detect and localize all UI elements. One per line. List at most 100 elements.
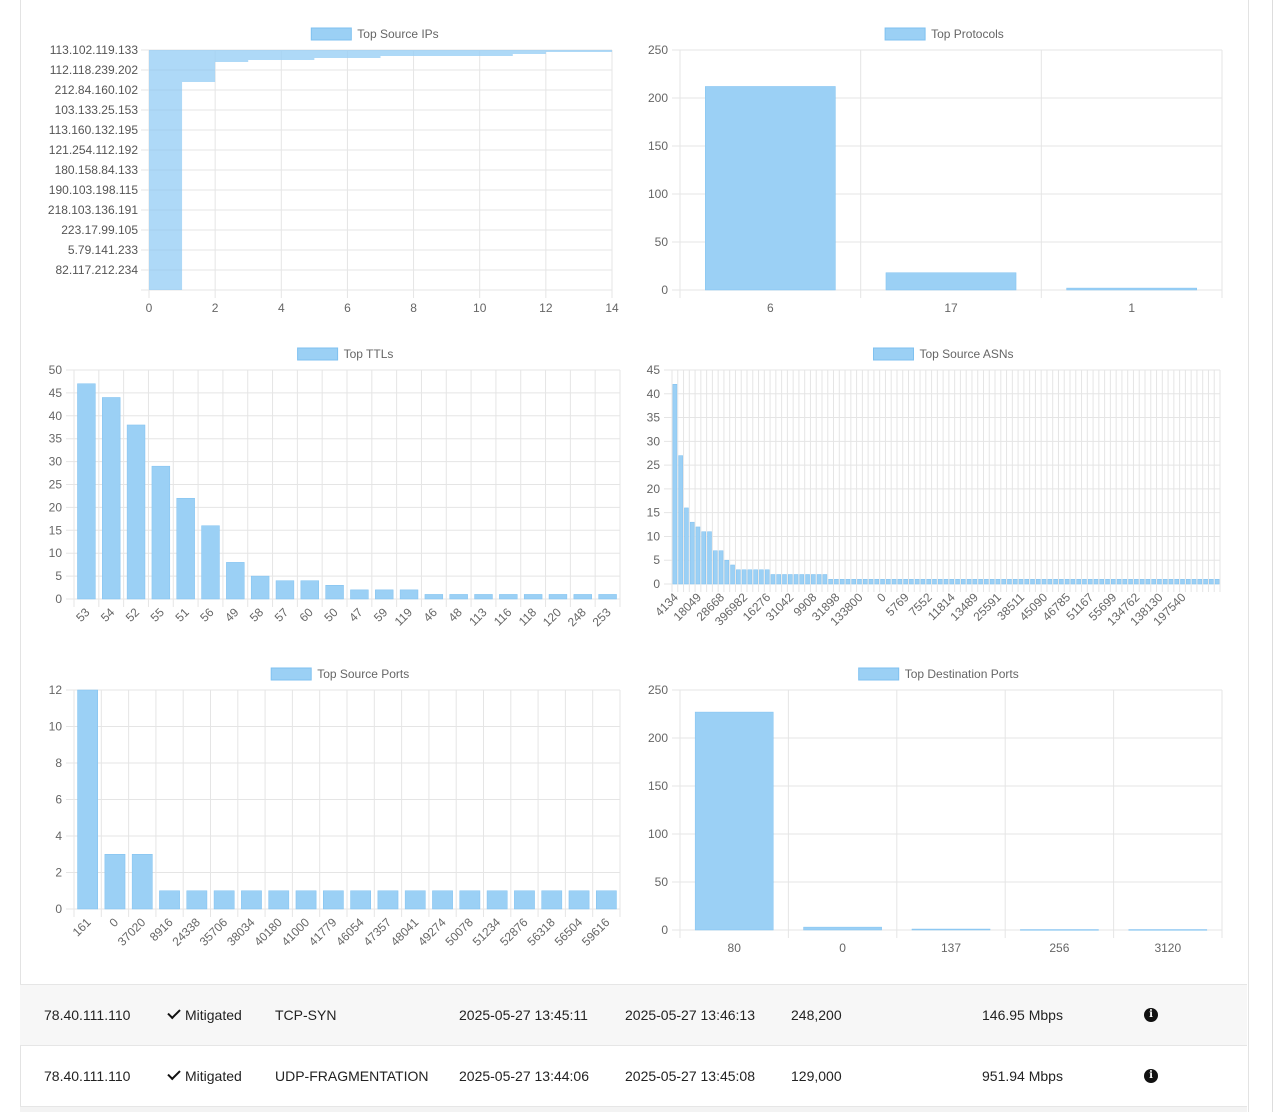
bar <box>759 569 764 585</box>
attack-row[interactable]: 78.40.111.110 Mitigated UDP-FRAGMENTATIO… <box>20 1045 1247 1106</box>
bar <box>1012 578 1018 585</box>
bar <box>377 890 399 910</box>
bar <box>880 578 885 585</box>
bar <box>149 52 546 54</box>
info-icon[interactable]: i <box>1144 1008 1158 1022</box>
bar <box>149 130 183 132</box>
bar <box>1157 578 1162 585</box>
y-tick-label: 45 <box>647 363 661 377</box>
bar <box>541 890 563 910</box>
info-icon[interactable]: i <box>1144 1069 1158 1083</box>
bar <box>295 890 317 910</box>
bar <box>149 276 183 278</box>
x-tick-label: 14 <box>605 301 619 315</box>
y-tick-label: 8 <box>55 756 62 770</box>
bar <box>920 578 926 585</box>
y-tick-label: 223.17.99.105 <box>61 223 138 237</box>
bar <box>149 56 381 58</box>
bar <box>701 531 706 585</box>
bar <box>932 578 937 585</box>
bar <box>1197 578 1203 585</box>
bar <box>151 465 171 600</box>
x-tick-label: 4 <box>278 301 285 315</box>
x-tick-label: 3120 <box>1154 941 1181 955</box>
bar <box>747 569 753 585</box>
x-tick-label: 40180 <box>251 915 285 949</box>
bar <box>149 90 183 92</box>
bar <box>149 190 183 192</box>
bar <box>399 589 419 600</box>
bar <box>149 246 183 248</box>
bar <box>432 890 453 910</box>
bar <box>126 424 146 600</box>
bar <box>131 854 153 910</box>
bar <box>776 574 781 585</box>
bar <box>805 574 810 585</box>
bar <box>268 890 290 910</box>
bar <box>149 152 183 154</box>
legend-label: Top Destination Ports <box>905 667 1019 681</box>
bar <box>149 194 183 196</box>
bar <box>149 114 183 116</box>
bar <box>149 242 183 244</box>
attack-rate: 951.94 Mbps <box>982 1068 1063 1084</box>
bar <box>149 144 183 146</box>
bar <box>839 578 845 585</box>
bar <box>695 526 701 585</box>
bar <box>149 282 183 284</box>
bar <box>149 146 183 148</box>
attack-row[interactable]: 78.40.111.110 Mitigated TCP-SYN 2025-05-… <box>20 984 1247 1045</box>
bar <box>149 280 183 282</box>
bar <box>1087 578 1093 585</box>
bar <box>226 562 245 600</box>
bar <box>718 550 724 585</box>
bar <box>149 248 183 250</box>
chart-top-protocols: Top Protocols 0 50 100 150 200 250 6 17 1 <box>648 27 1223 315</box>
x-tick-label: 51 <box>172 605 192 625</box>
y-tick-label: 212.84.160.102 <box>55 83 139 97</box>
bar <box>568 890 590 910</box>
x-tick-label: 6 <box>344 301 351 315</box>
attack-ip: 78.40.111.110 <box>44 1007 131 1023</box>
attack-type: UDP-FRAGMENTATION <box>275 1068 429 1084</box>
bar <box>149 74 216 76</box>
bar <box>770 574 776 585</box>
bar <box>1111 578 1116 585</box>
bar <box>598 594 617 600</box>
bar <box>736 569 741 585</box>
x-tick-label: 0 <box>106 915 121 930</box>
bar <box>1116 578 1122 585</box>
bar <box>149 196 183 198</box>
y-tick-label: 6 <box>55 793 62 807</box>
bar <box>149 206 183 208</box>
y-tick-label: 30 <box>49 455 63 469</box>
y-tick-label: 112.118.239.202 <box>50 63 139 77</box>
bar <box>851 578 856 585</box>
y-tick-label: 25 <box>49 478 63 492</box>
y-tick-label: 0 <box>661 283 668 297</box>
legend-swatch <box>858 667 900 681</box>
bar <box>149 54 513 56</box>
bar <box>149 98 183 100</box>
y-tick-label: 40 <box>49 409 63 423</box>
bar <box>149 278 183 280</box>
bar <box>886 578 891 585</box>
x-tick-label: 24338 <box>169 915 203 949</box>
bar <box>149 224 183 226</box>
bar <box>149 174 183 176</box>
bar <box>949 578 955 585</box>
y-tick-label: 10 <box>49 720 63 734</box>
bar <box>978 578 983 585</box>
x-tick-label: 41000 <box>279 915 313 949</box>
x-tick-label: 49274 <box>415 915 449 949</box>
bar <box>149 138 183 140</box>
bar <box>149 84 183 86</box>
bar <box>149 210 183 212</box>
bar <box>250 575 270 600</box>
status-label: Mitigated <box>185 1007 242 1023</box>
bar <box>1128 929 1208 931</box>
bar <box>459 890 481 910</box>
y-tick-label: 0 <box>661 923 668 937</box>
bar <box>149 170 183 172</box>
bar <box>943 578 949 585</box>
